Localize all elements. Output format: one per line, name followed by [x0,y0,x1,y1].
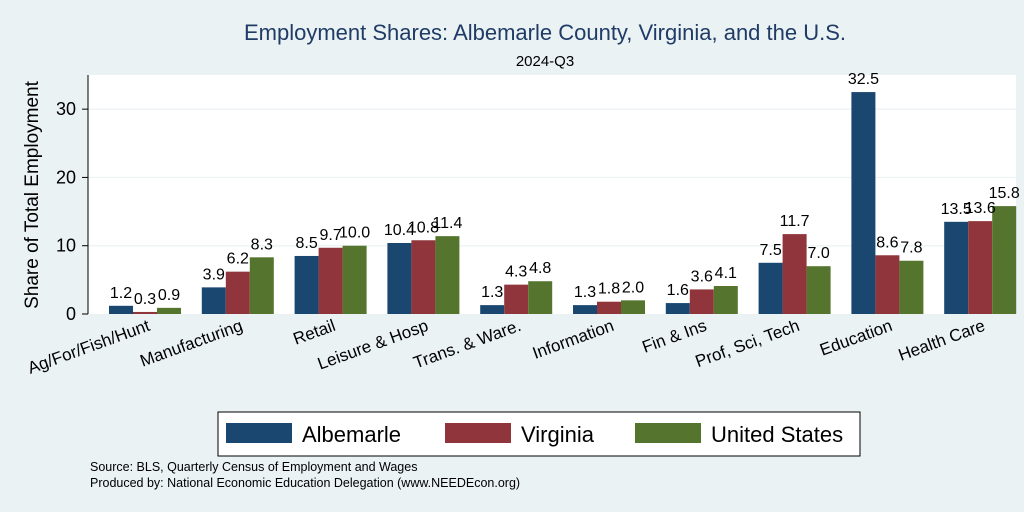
data-label-albemarle-prof-sci-tech: 7.5 [759,242,781,259]
bar-virginia-prof-sci-tech [782,234,807,314]
data-labels-group: 1.2 0.3 0.9 3.96.28.3 8.5 9.710.0 10.410.811.4… [110,71,1020,308]
bar-united-states-prof-sci-tech [806,266,831,314]
data-label-albemarle-trans-ware: 1.3 [481,284,503,301]
bar-virginia-health-care [968,221,993,314]
bar-virginia-ag-for-fish-hunt [133,311,157,314]
bar-albemarle-ag-for-fish-hunt [109,305,133,314]
y-tick-label: 30 [56,99,76,119]
y-ticks-group: 0 10 20 30 [56,99,88,324]
data-label-virginia-trans-ware: 4.3 [505,264,527,281]
legend-label-united-states: United States [711,422,843,447]
data-label-virginia-health-care: 13.6 [965,200,996,217]
legend-swatch-united-states [635,423,701,443]
data-label-albemarle-leisure-hosp: 10.4 [384,222,415,239]
data-label-virginia-fin-ins: 3.6 [691,268,713,285]
data-label-united-states-education: 7.8 [900,240,922,257]
data-label-albemarle-fin-ins: 1.6 [667,282,689,299]
chart-title: Employment Shares: Albemarle County, Vir… [244,20,846,45]
bar-virginia-information [597,301,621,314]
data-label-united-states-health-care: 15.8 [989,185,1020,202]
data-label-virginia-manufacturing: 6.2 [227,251,249,268]
data-label-united-states-retail: 10.0 [339,225,370,242]
bar-united-states-trans-ware [528,281,553,314]
bar-virginia-leisure-hosp [411,240,436,314]
data-label-albemarle-retail: 8.5 [295,235,317,252]
bar-albemarle-fin-ins [665,303,690,314]
data-label-united-states-leisure-hosp: 11.4 [432,215,462,232]
data-label-virginia-ag-for-fish-hunt: 0.3 [134,291,156,308]
data-label-virginia-retail: 9.7 [319,227,341,244]
legend-box [217,411,861,457]
data-label-albemarle-manufacturing: 3.9 [203,266,225,283]
legend-label-virginia: Virginia [521,422,595,447]
data-label-albemarle-ag-for-fish-hunt: 1.2 [110,285,132,302]
data-label-virginia-education: 8.6 [876,234,898,251]
bar-albemarle-leisure-hosp [387,242,412,314]
data-label-united-states-prof-sci-tech: 7.0 [807,245,829,262]
bar-albemarle-prof-sci-tech [758,262,783,314]
y-axis-label: Share of Total Employment [22,80,43,308]
bar-virginia-retail [318,247,343,314]
y-tick-label: 0 [66,304,76,324]
bar-albemarle-information [573,305,597,314]
produced-by-note: Produced by: National Economic Education… [90,476,520,490]
bar-virginia-education [875,255,900,314]
y-tick-label: 10 [56,236,76,256]
data-label-virginia-prof-sci-tech: 11.7 [780,213,810,230]
legend-swatch-virginia [445,423,511,443]
legend: Albemarle Virginia United States [217,411,861,457]
bars-group [109,92,1017,314]
data-label-united-states-ag-for-fish-hunt: 0.9 [158,287,180,304]
data-label-virginia-leisure-hosp: 10.8 [408,219,439,236]
data-label-united-states-trans-ware: 4.8 [529,260,551,277]
source-note: Source: BLS, Quarterly Census of Employm… [90,460,417,474]
bar-united-states-information [621,300,645,314]
bar-albemarle-education [851,92,876,314]
bar-albemarle-manufacturing [201,287,226,314]
bar-united-states-leisure-hosp [435,236,460,314]
bar-united-states-ag-for-fish-hunt [157,307,181,314]
bar-united-states-health-care [992,206,1017,314]
chart-subtitle: 2024-Q3 [516,53,574,70]
data-label-united-states-information: 2.0 [622,279,644,296]
bar-united-states-education [899,260,924,314]
data-label-albemarle-education: 32.5 [848,71,879,88]
data-label-virginia-information: 1.8 [598,281,620,298]
bar-albemarle-trans-ware [480,305,505,314]
bar-united-states-manufacturing [249,257,274,314]
data-label-united-states-manufacturing: 8.3 [251,236,273,253]
data-label-albemarle-health-care: 13.5 [941,201,972,218]
bar-virginia-fin-ins [689,289,714,314]
bar-united-states-retail [342,245,367,314]
bar-albemarle-retail [294,255,319,314]
data-label-albemarle-information: 1.3 [574,284,596,301]
bar-united-states-fin-ins [713,286,738,314]
legend-label-albemarle: Albemarle [302,422,401,447]
bar-albemarle-health-care [944,221,969,314]
bar-virginia-manufacturing [225,271,250,314]
bar-virginia-trans-ware [504,284,529,314]
y-tick-label: 20 [56,167,76,187]
legend-swatch-albemarle [226,423,292,443]
data-label-united-states-fin-ins: 4.1 [715,265,737,282]
